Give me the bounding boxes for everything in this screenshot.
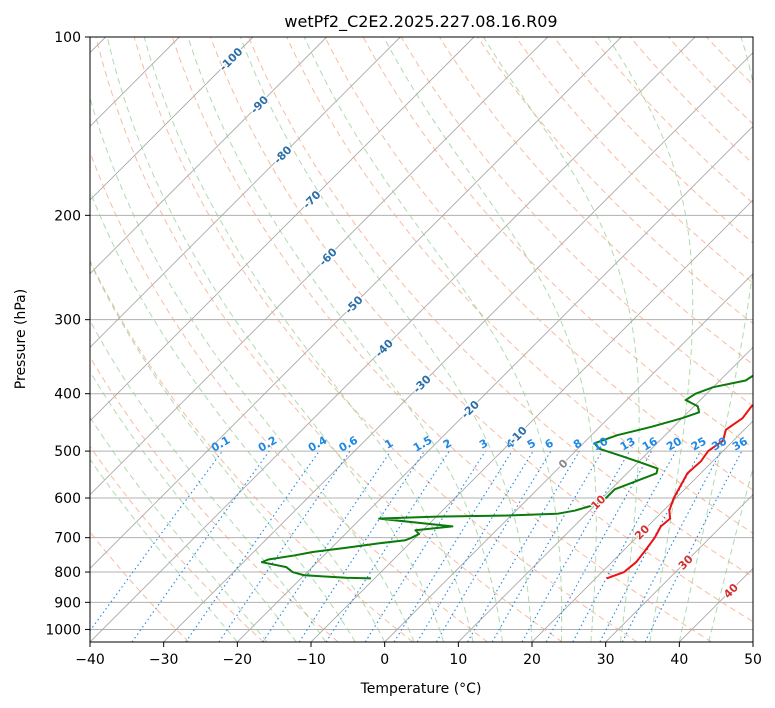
moist-adiabat-line bbox=[239, 37, 533, 642]
mixing-ratio-line bbox=[185, 450, 320, 642]
isotherm-line bbox=[90, 37, 254, 201]
moist-adiabat-line bbox=[106, 37, 445, 642]
mixing-ratio-line bbox=[521, 450, 630, 642]
mixing-ratio-line bbox=[467, 450, 580, 642]
isotherm-line bbox=[384, 273, 753, 642]
isotherm-line bbox=[531, 420, 753, 642]
mixing-ratio-line bbox=[416, 450, 534, 642]
isotherm-line bbox=[163, 52, 753, 642]
moist-adiabat-line bbox=[90, 260, 356, 642]
mixing-ratio-lines bbox=[90, 450, 743, 642]
moist-adiabat-line bbox=[90, 370, 297, 642]
dry-adiabat-line bbox=[362, 37, 753, 449]
mixing-ratio-line bbox=[393, 450, 513, 642]
moist-adiabat-line bbox=[90, 416, 268, 642]
x-tick-label: 30 bbox=[597, 652, 615, 668]
moist-adiabat-line bbox=[303, 37, 563, 642]
isotherm-line bbox=[237, 125, 753, 642]
moist-adiabat-line bbox=[90, 319, 327, 642]
y-tick-label: 400 bbox=[54, 387, 81, 403]
mixing-ratio-line bbox=[572, 450, 677, 642]
dry-adiabat-line bbox=[248, 37, 753, 578]
y-tick-label: 700 bbox=[54, 531, 81, 547]
mixing-ratio-line bbox=[131, 450, 270, 642]
x-tick-label: −40 bbox=[75, 652, 105, 668]
moist-adiabat-line bbox=[482, 37, 640, 642]
isotherm-line bbox=[605, 494, 753, 642]
chart-title: wetPf2_C2E2.2025.227.08.16.R09 bbox=[284, 12, 557, 32]
y-tick-label: 1000 bbox=[45, 622, 81, 638]
y-tick-label: 600 bbox=[54, 491, 81, 507]
moist-adiabat-line bbox=[607, 37, 694, 642]
x-tick-label: −10 bbox=[296, 652, 326, 668]
y-tick-label: 900 bbox=[54, 595, 81, 611]
x-tick-label: 20 bbox=[523, 652, 541, 668]
x-tick-label: 10 bbox=[449, 652, 467, 668]
mixing-ratio-line bbox=[435, 450, 552, 642]
dry-adiabat-line bbox=[171, 37, 712, 642]
isotherm-line bbox=[90, 37, 696, 642]
isotherms bbox=[90, 37, 753, 642]
x-axis-label: Temperature (°C) bbox=[360, 681, 482, 697]
plot-frame bbox=[89, 36, 754, 643]
dry-adiabat-line bbox=[629, 37, 753, 165]
y-tick-label: 200 bbox=[54, 208, 81, 224]
mixing-ratio-line bbox=[90, 450, 223, 632]
dry-adiabats bbox=[90, 37, 753, 642]
y-axis-label: Pressure (hPa) bbox=[13, 289, 29, 389]
profile-series bbox=[260, 374, 753, 580]
moist-adiabat-line bbox=[90, 96, 415, 642]
isotherm-line bbox=[90, 37, 401, 348]
moist-adiabat-line bbox=[708, 466, 753, 642]
y-tick-label: 800 bbox=[54, 565, 81, 581]
dry-adiabat-line bbox=[95, 37, 563, 642]
dry-adiabat-line bbox=[90, 259, 414, 642]
isotherm-line bbox=[458, 346, 753, 642]
dry-adiabat-line bbox=[324, 37, 753, 491]
moist-adiabat-line bbox=[90, 189, 386, 642]
moist-adiabats bbox=[90, 37, 753, 642]
dry-adiabat-line bbox=[133, 37, 638, 642]
x-tick-label: 40 bbox=[670, 652, 688, 668]
x-tick-label: 0 bbox=[380, 652, 389, 668]
dry-adiabat-line bbox=[210, 37, 753, 623]
x-tick-label: −30 bbox=[149, 652, 179, 668]
y-tick-label: 100 bbox=[54, 30, 81, 46]
y-axis-ticks: 100 200 300 400 500 600 700 800 900 1000 bbox=[45, 30, 90, 638]
dry-adiabat-line bbox=[400, 37, 753, 407]
x-axis-ticks: −40 −30 −20 −10 0 10 20 30 40 50 bbox=[75, 642, 762, 668]
mixing-ratio-line bbox=[325, 450, 450, 642]
mixing-ratio-line bbox=[364, 450, 486, 642]
moist-adiabat-line bbox=[90, 458, 238, 642]
dry-adiabat-line bbox=[90, 445, 264, 642]
temperature-profile-line bbox=[606, 404, 753, 580]
pressure-grid bbox=[90, 37, 753, 630]
isotherm-line bbox=[90, 37, 475, 422]
dry-adiabat-line bbox=[515, 37, 753, 284]
moist-adiabat-line bbox=[187, 37, 504, 642]
mixing-ratio-line bbox=[491, 450, 603, 642]
dry-adiabat-line bbox=[477, 37, 753, 325]
y-tick-label: 500 bbox=[54, 444, 81, 460]
dewpoint-profile-line bbox=[260, 374, 753, 580]
isotherm-line bbox=[90, 37, 622, 569]
x-tick-label: 50 bbox=[744, 652, 762, 668]
dry-adiabat-line bbox=[591, 37, 753, 204]
isotherm-line bbox=[90, 37, 548, 496]
moist-adiabat-line bbox=[143, 37, 474, 642]
y-tick-label: 300 bbox=[54, 313, 81, 329]
moist-adiabat-line bbox=[383, 37, 597, 642]
moist-adiabat-line bbox=[678, 37, 753, 642]
x-tick-label: −20 bbox=[223, 652, 253, 668]
isotherm-line bbox=[90, 37, 327, 275]
